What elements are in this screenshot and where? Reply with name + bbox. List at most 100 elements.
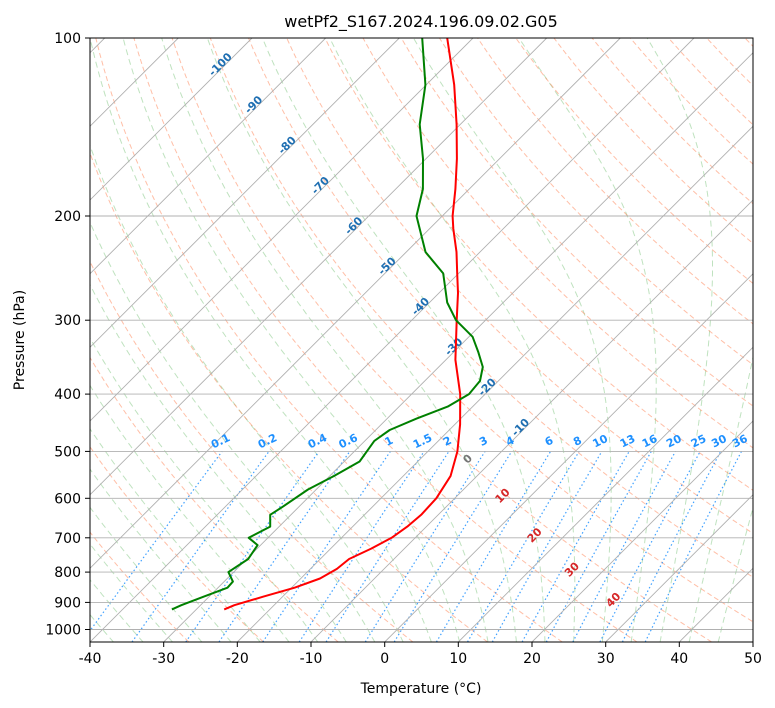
mixing-ratio-line (491, 451, 603, 642)
dry-adiabat (171, 38, 712, 642)
dry-adiabat (90, 531, 190, 642)
mixing-ratio-line (90, 451, 223, 632)
isotherms (90, 38, 753, 642)
moist-adiabat (261, 38, 546, 642)
mixing-ratio-line (218, 451, 351, 642)
moist-adiabat (90, 384, 290, 642)
dry-adiabat (95, 38, 563, 642)
y-tick-label: 900 (54, 595, 81, 611)
mixing-ratio-line (521, 451, 630, 642)
y-axis-ticks: 100 200 300 400 500 600 700 800 900 1000 (45, 31, 90, 639)
mixing-ratio-line (364, 451, 486, 642)
isotherm (90, 38, 621, 569)
dry-adiabat (477, 38, 753, 325)
y-tick-label: 300 (54, 313, 81, 329)
x-tick-label: 50 (744, 651, 762, 667)
moist-adiabat (90, 38, 432, 642)
dry-adiabat (400, 38, 753, 407)
isotherm (531, 420, 753, 642)
dry-adiabat (286, 38, 753, 534)
mixing-ratio-line (131, 451, 270, 642)
mixing-ratio-label: 30 (709, 432, 729, 451)
y-tick-label: 700 (54, 531, 81, 547)
dry-adiabat (209, 38, 753, 623)
y-tick-label: 1000 (45, 623, 81, 639)
mixing-ratio-label: 16 (640, 432, 660, 451)
moist-adiabat (90, 506, 203, 642)
moist-adiabat (90, 283, 347, 642)
temperature-profile-line (223, 38, 462, 611)
moist-adiabat (90, 143, 404, 642)
isotherm (90, 38, 253, 201)
isotherm (605, 494, 753, 642)
x-tick-label: 40 (670, 651, 688, 667)
dry-adiabat (438, 38, 753, 366)
isotherm (90, 38, 695, 642)
dry-adiabat (90, 356, 339, 642)
mixing-ratio-line (545, 451, 652, 642)
x-tick-label: 30 (597, 651, 615, 667)
isotherm (163, 52, 753, 642)
x-tick-label: 0 (380, 651, 389, 667)
y-tick-label: 600 (54, 491, 81, 507)
x-tick-label: 20 (523, 651, 541, 667)
x-tick-label: -20 (226, 651, 249, 667)
x-tick-label: 10 (449, 651, 467, 667)
moist-adiabat (90, 221, 376, 642)
mixing-ratio-line (325, 451, 450, 642)
isotherm (90, 38, 548, 496)
plot-frame (89, 37, 754, 643)
dewpoint-profile-line (171, 38, 484, 611)
mixing-ratio-line (435, 451, 552, 642)
moist-adiabat (688, 354, 753, 642)
dry-adiabat (515, 38, 753, 285)
mixing-ratio-label: 36 (730, 432, 750, 451)
moist-adiabat (90, 337, 319, 642)
x-tick-label: -30 (152, 651, 175, 667)
moist-adiabat (206, 38, 517, 642)
mixing-ratio-lines (90, 451, 743, 642)
mixing-ratio-label: 13 (618, 432, 637, 450)
x-axis-label: Temperature (°C) (360, 681, 482, 697)
y-tick-label: 500 (54, 444, 81, 460)
x-tick-label: -10 (300, 651, 323, 667)
dry-adiabat (90, 260, 414, 642)
y-axis-label: Pressure (hPa) (12, 290, 28, 390)
moist-adiabat (90, 543, 174, 642)
y-tick-label: 100 (54, 31, 81, 47)
isotherm (90, 38, 400, 348)
moist-adiabat (90, 578, 144, 642)
dry-adiabat (324, 38, 753, 491)
mixing-ratio-line (466, 451, 580, 642)
mixing-ratio-label: 10 (591, 432, 611, 451)
plot-area: 0.1 0.2 0.4 0.6 1 1.5 2 3 4 6 8 10 13 16 20 25 30 36-100-… (90, 38, 753, 642)
moist-adiabat (518, 38, 657, 642)
dry-adiabat (362, 38, 753, 449)
moist-adiabat (413, 38, 612, 642)
mixing-ratio-label: 20 (664, 432, 684, 451)
dry-adiabat (591, 38, 753, 205)
moist-adiabat (90, 427, 261, 642)
y-tick-label: 200 (54, 209, 81, 225)
dry-adiabat (90, 151, 488, 642)
y-tick-label: 400 (54, 387, 81, 403)
moist-adiabat (717, 505, 753, 642)
isotherm (310, 199, 753, 642)
moist-adiabats (90, 38, 753, 642)
moist-adiabat (161, 38, 489, 642)
isotherm (90, 38, 327, 275)
chart-title: wetPf2_S167.2024.196.09.02.G05 (284, 12, 558, 32)
moist-adiabat (122, 38, 461, 642)
moist-adiabat (646, 38, 713, 642)
series (171, 38, 484, 611)
y-tick-label: 800 (54, 565, 81, 581)
isotherm (236, 125, 753, 642)
dry-adiabat (133, 38, 638, 642)
pressure-gridlines (90, 38, 753, 630)
mixing-ratio-line (393, 451, 513, 642)
mixing-ratio-label: 25 (689, 432, 708, 450)
isotherm (457, 346, 753, 642)
mixing-ratio-line (572, 451, 677, 642)
